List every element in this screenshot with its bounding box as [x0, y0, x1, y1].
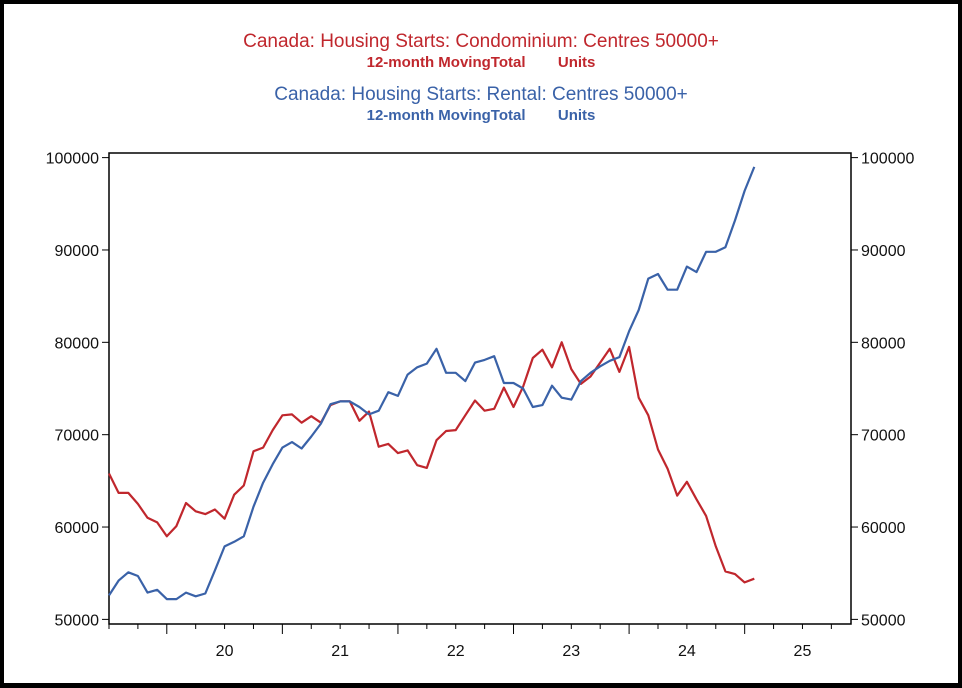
y-tick-label-right: 70000 — [861, 428, 906, 445]
y-tick-label-right: 90000 — [861, 243, 906, 260]
chart-panel — [4, 4, 958, 683]
plot-area-border — [108, 152, 852, 625]
x-tick-label: 22 — [447, 643, 465, 660]
x-tick-label: 20 — [216, 643, 234, 660]
subtitle-condominium: 12-month MovingTotal Units — [0, 54, 962, 71]
subtitle-rental-measure: 12-month MovingTotal — [366, 107, 526, 124]
y-tick-label-left: 90000 — [55, 243, 100, 260]
y-tick-label-right: 50000 — [861, 612, 906, 629]
subtitle-rental: 12-month MovingTotal Units — [0, 107, 962, 124]
subtitle-condominium-units: Units — [557, 54, 596, 71]
series-line-condominium — [108, 341, 755, 584]
series-line-rental — [108, 166, 756, 601]
title-condominium: Canada: Housing Starts: Condominium: Cen… — [243, 31, 719, 52]
x-tick-label: 21 — [331, 643, 349, 660]
x-tick-label: 23 — [562, 643, 580, 660]
y-tick-label-left: 100000 — [46, 151, 99, 168]
subtitle-rental-units: Units — [557, 107, 596, 124]
y-tick-label-right: 80000 — [861, 335, 906, 352]
x-tick-label: 25 — [794, 643, 812, 660]
y-tick-label-left: 50000 — [55, 612, 100, 629]
y-tick-label-left: 60000 — [55, 520, 100, 537]
y-tick-label-right: 60000 — [861, 520, 906, 537]
title-rental: Canada: Housing Starts: Rental: Centres … — [274, 84, 688, 105]
y-tick-label-left: 80000 — [55, 335, 100, 352]
y-tick-label-right: 100000 — [861, 151, 914, 168]
subtitle-condominium-measure: 12-month MovingTotal — [366, 54, 526, 71]
x-tick-label: 24 — [678, 643, 696, 660]
y-tick-label-left: 70000 — [55, 428, 100, 445]
